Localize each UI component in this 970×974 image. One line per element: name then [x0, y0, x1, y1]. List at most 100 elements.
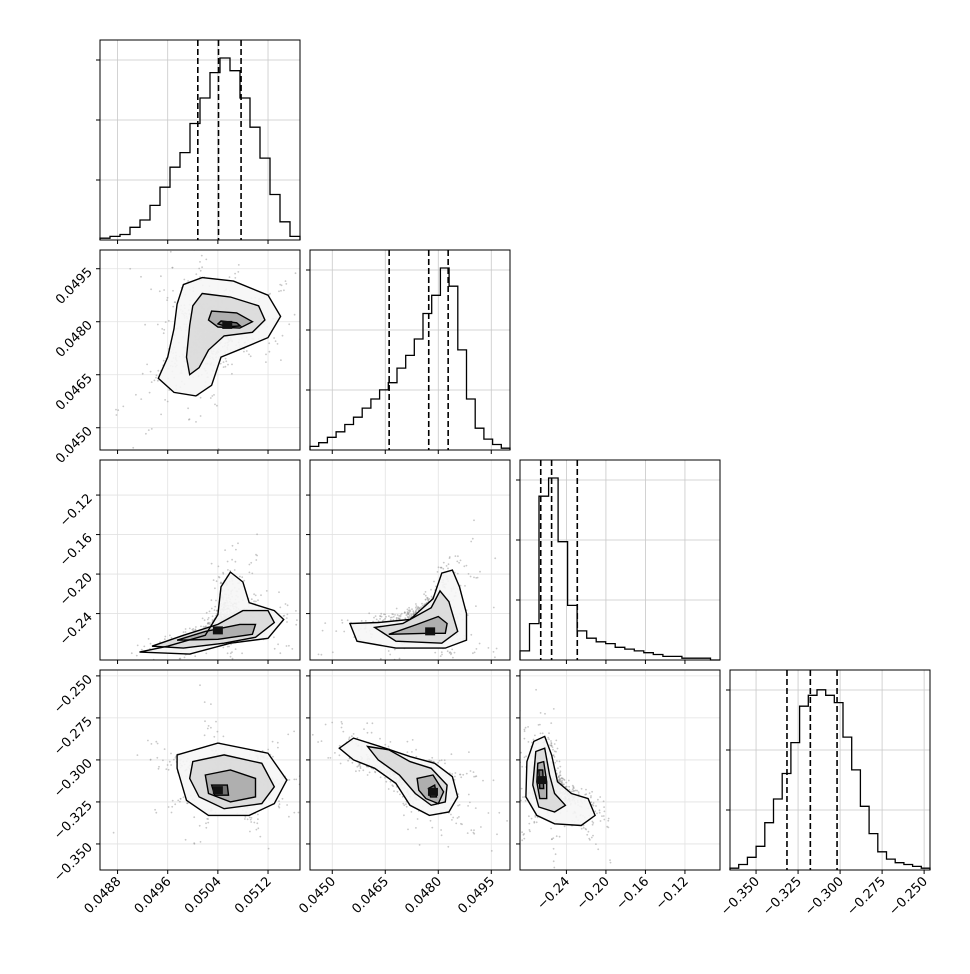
sample-point: [172, 289, 174, 292]
sample-point: [580, 827, 583, 830]
sample-point: [234, 272, 237, 275]
contour-line: [185, 292, 266, 376]
density-peak: [222, 320, 233, 329]
sample-point: [359, 765, 362, 768]
sample-point: [389, 616, 392, 619]
sample-point: [226, 652, 229, 655]
sample-point: [383, 613, 385, 616]
sample-point: [163, 289, 166, 291]
sample-point: [602, 815, 605, 817]
density-peak: [427, 787, 438, 796]
sample-point: [599, 820, 602, 822]
sample-point: [274, 340, 277, 343]
sample-point: [356, 765, 359, 768]
sample-point: [277, 643, 279, 646]
sample-point: [147, 638, 150, 640]
sample-point: [277, 746, 279, 749]
sample-point: [544, 712, 546, 715]
sample-point: [472, 771, 475, 773]
sample-point: [415, 610, 417, 612]
sample-point: [533, 820, 536, 823]
sample-point: [398, 615, 401, 617]
y-tick-label: 0.0465: [53, 371, 96, 414]
sample-point: [469, 770, 472, 772]
contour-line: [365, 745, 448, 807]
sample-point: [453, 778, 456, 781]
sample-point: [205, 611, 208, 614]
sample-point: [475, 648, 478, 650]
sample-point: [250, 598, 253, 601]
sample-point: [170, 636, 173, 639]
sample-point: [364, 620, 367, 622]
sample-point: [255, 828, 258, 831]
sample-point: [206, 618, 209, 621]
sample-point: [591, 820, 594, 823]
sample-point: [157, 767, 160, 770]
sample-point: [343, 630, 346, 633]
sample-point: [217, 565, 220, 568]
sample-point: [194, 242, 196, 244]
sample-point: [531, 741, 533, 744]
sample-point: [148, 391, 151, 394]
sample-point: [465, 564, 468, 567]
sample-point: [444, 762, 446, 765]
x-tick-label: 0.0504: [182, 874, 225, 917]
sample-point: [406, 608, 409, 611]
sample-point: [192, 629, 195, 632]
sample-point: [228, 276, 231, 278]
sample-point: [476, 576, 479, 579]
sample-point: [166, 400, 169, 403]
sample-point: [212, 579, 215, 581]
sample-point: [203, 734, 206, 737]
sample-point: [467, 805, 469, 807]
sample-point: [389, 661, 391, 663]
sample-point: [469, 801, 471, 804]
sample-point: [135, 654, 138, 657]
sample-point: [198, 267, 201, 270]
sample-point: [447, 567, 449, 570]
sample-point: [302, 760, 304, 762]
sample-point: [379, 618, 381, 620]
histogram-bars: [309, 267, 511, 450]
sample-point: [231, 651, 233, 653]
sample-point: [296, 619, 298, 621]
sample-point: [474, 807, 477, 809]
sample-point: [149, 642, 152, 645]
sample-point: [463, 565, 466, 568]
sample-point: [208, 610, 211, 613]
sample-point: [524, 799, 527, 802]
sample-point: [195, 626, 197, 628]
sample-point: [410, 613, 412, 615]
sample-point: [389, 618, 392, 621]
sample-point: [231, 372, 233, 375]
sample-point: [577, 791, 580, 794]
sample-point: [250, 821, 253, 823]
sample-point: [595, 843, 597, 845]
sample-point: [112, 831, 115, 834]
sample-point: [421, 604, 424, 607]
sample-point: [284, 280, 287, 282]
sample-point: [517, 761, 519, 763]
sample-point: [271, 740, 274, 743]
sample-point: [358, 769, 361, 772]
sample-point: [411, 739, 414, 741]
sample-point: [204, 720, 206, 723]
sample-point: [528, 829, 531, 831]
sample-point: [280, 359, 282, 361]
histogram-panel-bg: [100, 40, 300, 240]
sample-point: [396, 614, 399, 616]
sample-point: [158, 765, 160, 768]
sample-point: [216, 730, 219, 733]
scatter-frame: [99, 249, 301, 451]
sample-point: [255, 600, 257, 603]
sample-point: [307, 309, 309, 311]
sample-point: [431, 756, 434, 759]
sample-point: [164, 635, 167, 638]
sample-point: [253, 593, 256, 596]
sample-point: [456, 572, 459, 575]
sample-point: [553, 866, 556, 869]
sample-point: [188, 627, 191, 630]
x-tick-label: −0.325: [760, 874, 805, 919]
sample-point: [64, 676, 66, 678]
sample-point: [424, 594, 427, 597]
